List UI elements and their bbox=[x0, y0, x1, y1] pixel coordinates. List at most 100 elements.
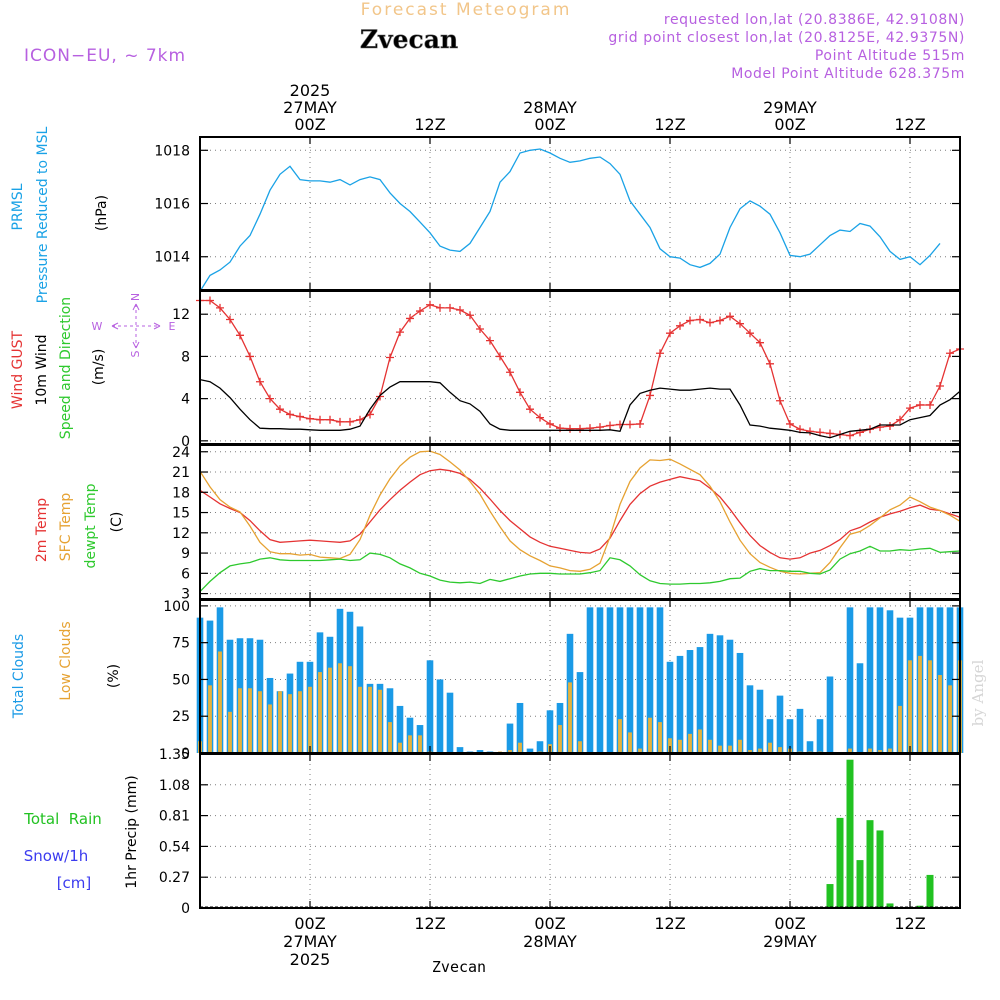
low-cloud-bar bbox=[918, 655, 922, 753]
total-cloud-bar bbox=[526, 748, 534, 753]
total-cloud-bar bbox=[676, 655, 684, 753]
gust-marker bbox=[666, 329, 674, 338]
panel-frame bbox=[199, 753, 961, 909]
gust-marker bbox=[506, 368, 514, 377]
gust-marker bbox=[676, 321, 684, 330]
time-label-top: 28MAY bbox=[523, 98, 577, 117]
label-speed-direction: Speed and Direction bbox=[58, 297, 74, 439]
low-cloud-bar bbox=[578, 741, 582, 753]
total-cloud-bar bbox=[826, 676, 834, 753]
gust-marker bbox=[656, 349, 664, 358]
gust-marker bbox=[516, 388, 524, 397]
label-wind-gust: Wind GUST bbox=[10, 330, 26, 409]
low-cloud-bar bbox=[218, 651, 222, 753]
panel-frame bbox=[199, 136, 961, 291]
gust-marker bbox=[446, 303, 454, 312]
low-cloud-bar bbox=[878, 750, 882, 753]
total-cloud-bar bbox=[706, 633, 714, 753]
gust-marker bbox=[786, 419, 794, 428]
low-cloud-bar bbox=[768, 742, 772, 753]
total-cloud-bar bbox=[746, 685, 754, 753]
low-cloud-bar bbox=[668, 738, 672, 753]
total-cloud-bar bbox=[866, 607, 874, 753]
gust-marker bbox=[896, 415, 904, 424]
label-low-clouds: Low Clouds bbox=[58, 621, 74, 700]
low-cloud-bar bbox=[268, 704, 272, 753]
label-snow-unit: [cm] bbox=[57, 874, 92, 892]
gust-marker bbox=[806, 427, 814, 436]
total-cloud-bar bbox=[516, 702, 524, 753]
low-cloud-bar bbox=[418, 735, 422, 753]
gust-marker bbox=[456, 305, 464, 314]
y-tick-label: 1014 bbox=[154, 250, 190, 266]
low-cloud-bar bbox=[358, 686, 362, 753]
gust-marker bbox=[576, 424, 584, 433]
gust-marker bbox=[236, 331, 244, 340]
low-cloud-bar bbox=[698, 729, 702, 753]
label-2m-temp: 2m Temp bbox=[34, 498, 50, 562]
low-cloud-bar bbox=[888, 748, 892, 753]
grid-point-coords: grid point closest lon,lat (20.8125E, 42… bbox=[608, 30, 965, 46]
gust-marker bbox=[276, 405, 284, 414]
y-tick-label: 18 bbox=[172, 485, 190, 501]
compass-e: E bbox=[169, 320, 176, 333]
total-cloud-bar bbox=[806, 741, 814, 753]
gust-marker bbox=[546, 419, 554, 428]
ylabel-clouds: (%) bbox=[106, 664, 122, 688]
total-cloud-bar bbox=[576, 672, 584, 753]
total-cloud-bar bbox=[386, 688, 394, 753]
label-total-clouds: Total Clouds bbox=[11, 634, 27, 719]
y-tick-label: 1.08 bbox=[159, 778, 190, 794]
gust-marker bbox=[406, 314, 414, 323]
gust-marker bbox=[926, 400, 934, 409]
total-cloud-bar bbox=[596, 607, 604, 753]
total-cloud-bar bbox=[626, 607, 634, 753]
gust-marker bbox=[226, 315, 234, 324]
y-tick-label: 0 bbox=[181, 901, 190, 917]
total-cloud-bar bbox=[696, 647, 704, 753]
y-tick-label: 1018 bbox=[154, 143, 190, 159]
total-cloud-bar bbox=[686, 650, 694, 753]
low-cloud-bar bbox=[648, 717, 652, 753]
gust-marker bbox=[306, 414, 314, 423]
total-cloud-bar bbox=[876, 607, 884, 753]
time-label-top: 12Z bbox=[414, 115, 445, 134]
time-label-top: 00Z bbox=[294, 115, 325, 134]
rain-bar bbox=[886, 903, 894, 908]
low-cloud-bar bbox=[848, 748, 852, 753]
wind-speed-line bbox=[199, 378, 961, 439]
gust-marker bbox=[626, 420, 634, 429]
gust-marker bbox=[356, 415, 364, 424]
gust-marker bbox=[706, 318, 714, 327]
gust-marker bbox=[846, 431, 854, 440]
gust-marker bbox=[776, 396, 784, 405]
y-tick-label: 50 bbox=[172, 672, 190, 688]
rain-bar bbox=[926, 874, 934, 908]
low-cloud-bar bbox=[628, 732, 632, 753]
gust-marker bbox=[826, 429, 834, 438]
low-cloud-bar bbox=[908, 660, 912, 753]
gust-marker bbox=[696, 315, 704, 324]
low-cloud-bar bbox=[278, 691, 282, 753]
y-tick-label: 21 bbox=[172, 465, 190, 481]
gust-marker bbox=[386, 353, 394, 362]
total-cloud-bar bbox=[756, 689, 764, 753]
total-cloud-bar bbox=[616, 607, 624, 753]
time-label-bottom: 00Z bbox=[294, 914, 325, 933]
total-cloud-bar bbox=[546, 710, 554, 753]
watermark: by Angel bbox=[969, 659, 987, 726]
label-10m-wind: 10m Wind bbox=[34, 334, 50, 405]
pressure-line bbox=[199, 148, 941, 292]
time-label-bottom: 00Z bbox=[774, 914, 805, 933]
time-label-top: 00Z bbox=[534, 115, 565, 134]
time-label-bottom: 12Z bbox=[654, 914, 685, 933]
rain-bar bbox=[836, 817, 844, 908]
low-cloud-bar bbox=[508, 750, 512, 753]
rain-bar bbox=[846, 759, 854, 908]
total-cloud-bar bbox=[586, 607, 594, 753]
gust-marker bbox=[736, 319, 744, 328]
gust-marker bbox=[466, 311, 474, 320]
time-label-bottom: 27MAY bbox=[283, 932, 337, 951]
low-cloud-bar bbox=[308, 686, 312, 753]
low-cloud-bar bbox=[328, 667, 332, 753]
